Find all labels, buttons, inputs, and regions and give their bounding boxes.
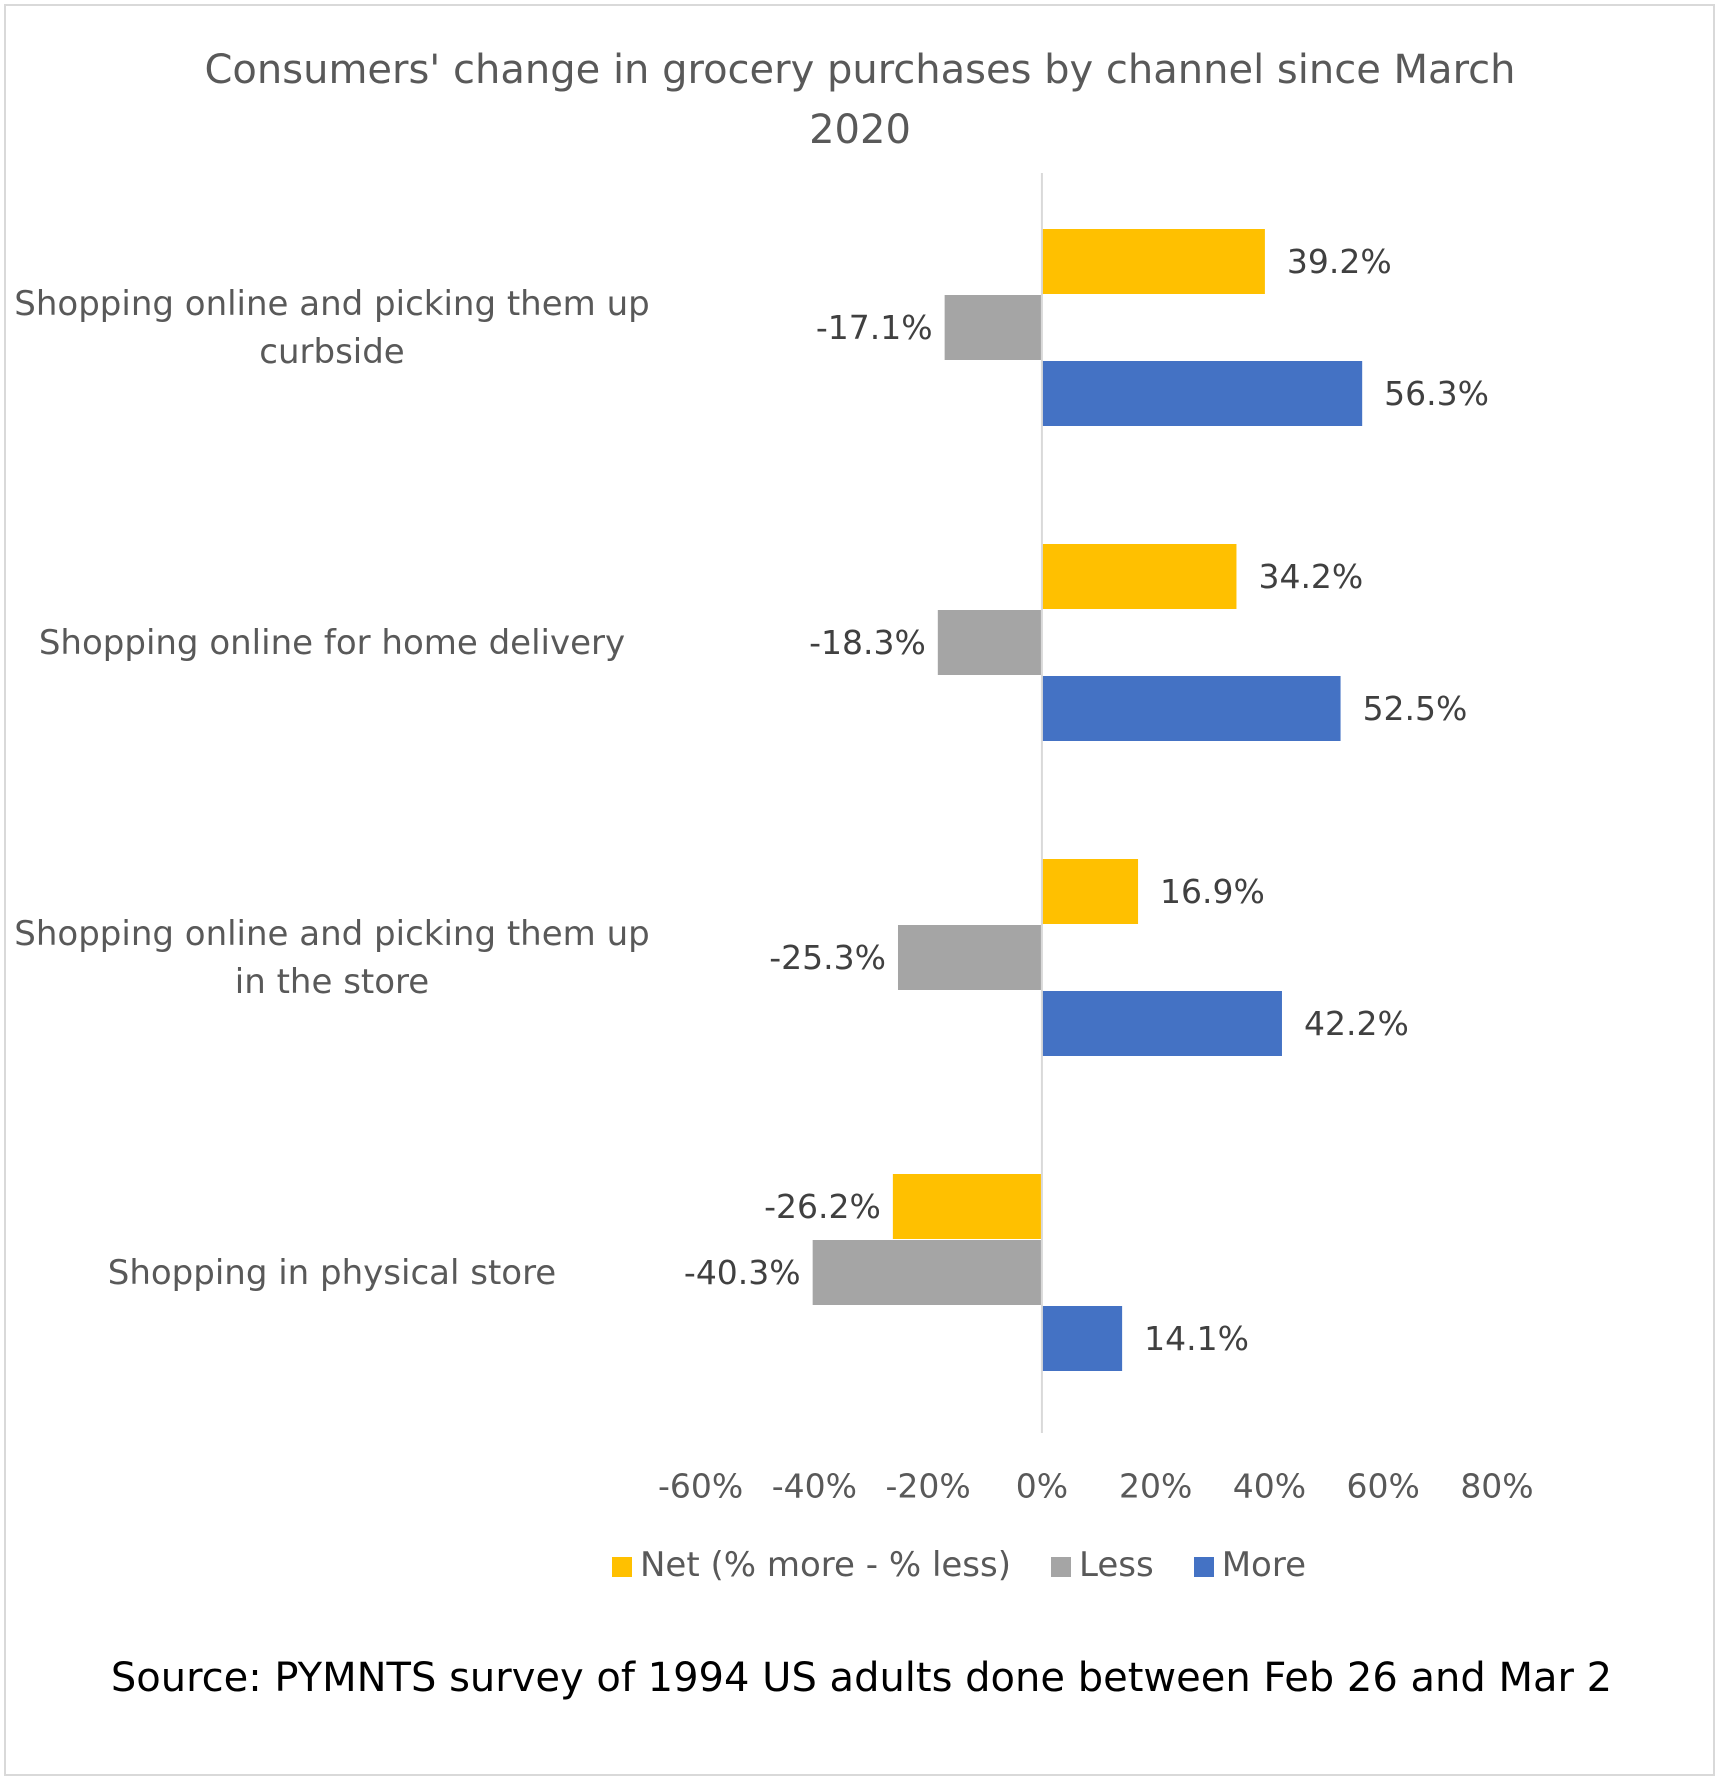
value-label: 42.2%	[1304, 1004, 1409, 1043]
value-label: -25.3%	[769, 938, 886, 977]
bar	[1041, 676, 1341, 741]
bar	[1041, 859, 1139, 924]
bar	[944, 295, 1042, 360]
value-label: 16.9%	[1160, 872, 1265, 911]
legend-swatch	[612, 1556, 632, 1577]
bar	[1041, 991, 1282, 1056]
value-label: -18.3%	[809, 623, 926, 662]
x-tick-label: -60%	[658, 1467, 743, 1506]
value-label: -17.1%	[816, 308, 933, 347]
category-label: Shopping in physical store	[107, 1252, 557, 1293]
bar	[1041, 361, 1363, 426]
bar	[1041, 1306, 1123, 1371]
legend-label: Less	[1079, 1545, 1154, 1585]
value-label: -40.3%	[684, 1253, 801, 1292]
frame	[4, 4, 1715, 1776]
x-tick-label: 80%	[1460, 1467, 1533, 1506]
bar	[1041, 229, 1265, 294]
legend-item: More	[1193, 1545, 1306, 1585]
x-tick-label: 20%	[1119, 1467, 1192, 1506]
category-label: Shopping online and picking them up curb…	[14, 283, 650, 372]
value-label: -26.2%	[764, 1187, 881, 1226]
value-label: 52.5%	[1363, 689, 1468, 728]
legend-item: Less	[1051, 1545, 1154, 1585]
bar	[812, 1240, 1042, 1305]
value-label: 14.1%	[1144, 1319, 1249, 1358]
x-tick-label: 0%	[1016, 1467, 1068, 1506]
bar	[1041, 544, 1237, 609]
bar	[897, 925, 1042, 990]
bar	[892, 1174, 1042, 1239]
chart-title: Consumers' change in grocery purchases b…	[204, 47, 1516, 153]
legend-label: Net (% more - % less)	[640, 1545, 1011, 1585]
value-label: 39.2%	[1287, 242, 1392, 281]
category-label: Shopping online for home delivery	[38, 622, 626, 663]
value-label: 56.3%	[1384, 374, 1489, 413]
legend-item: Net (% more - % less)	[612, 1545, 1011, 1585]
bar	[937, 610, 1042, 675]
category-label: Shopping online and picking them up in t…	[14, 913, 650, 1002]
legend-label: More	[1221, 1545, 1306, 1585]
legend-swatch	[1051, 1556, 1071, 1577]
x-tick-label: 40%	[1233, 1467, 1306, 1506]
source-note: Source: PYMNTS survey of 1994 US adults …	[110, 1655, 1613, 1701]
legend: Net (% more - % less) Less More	[612, 1545, 1306, 1585]
x-tick-label: -40%	[772, 1467, 857, 1506]
x-tick-label: -20%	[886, 1467, 971, 1506]
x-tick-label: 60%	[1347, 1467, 1420, 1506]
legend-swatch	[1193, 1556, 1214, 1577]
value-label: 34.2%	[1258, 557, 1363, 596]
